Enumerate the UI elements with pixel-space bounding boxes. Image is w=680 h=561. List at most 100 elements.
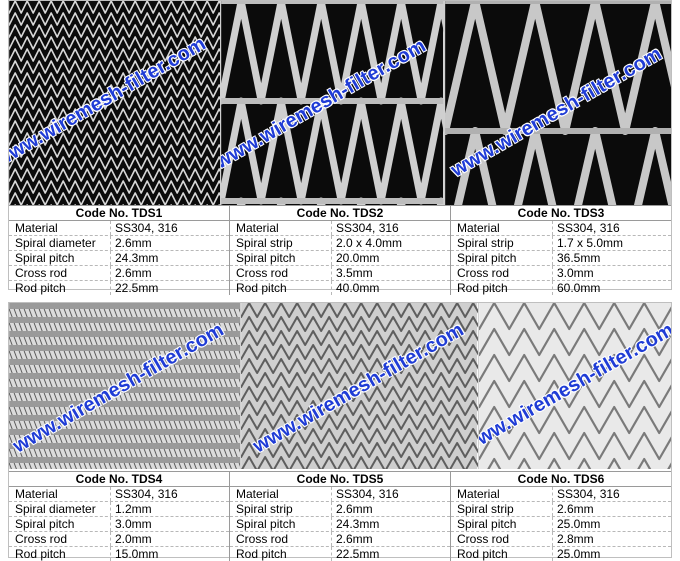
spec-value: SS304, 316 [336, 221, 399, 235]
spec-row: Spiral strip 2.0 x 4.0mm [230, 236, 450, 251]
image-row: www.wiremesh-filter.com www.wiremesh-fil… [9, 303, 671, 469]
spec-label: Rod pitch [230, 547, 332, 561]
spec-row: Material SS304, 316 [451, 221, 671, 236]
spec-row: Spiral pitch 25.0mm [451, 517, 671, 532]
spec-label: Spiral pitch [9, 517, 111, 531]
spec-label: Rod pitch [9, 547, 111, 561]
spec-row: Cross rod 2.6mm [230, 532, 450, 547]
spec-value: 3.5mm [336, 266, 373, 280]
spec-label: Spiral pitch [9, 251, 111, 265]
spec-label: Rod pitch [451, 281, 553, 295]
mesh-image-tds4: www.wiremesh-filter.com [9, 303, 242, 469]
spec-value: 2.0mm [115, 532, 152, 546]
spec-value: 20.0mm [336, 251, 380, 265]
product-code: Code No. TDS4 [9, 472, 230, 486]
spec-row: Rod pitch 15.0mm [9, 547, 229, 561]
mesh-photo-tds5 [241, 303, 478, 469]
spec-row: Rod pitch 22.5mm [9, 281, 229, 295]
product-code: Code No. TDS5 [230, 472, 451, 486]
spec-row: Spiral diameter 1.2mm [9, 502, 229, 517]
spec-label: Spiral pitch [230, 251, 332, 265]
spec-value: 2.6mm [115, 266, 152, 280]
spec-row: Cross rod 2.8mm [451, 532, 671, 547]
spec-label: Material [9, 221, 111, 235]
product-block-bottom: www.wiremesh-filter.com www.wiremesh-fil… [8, 302, 672, 561]
mesh-image-tds2: www.wiremesh-filter.com [221, 1, 445, 205]
spec-value: 2.6mm [115, 236, 152, 250]
spec-label: Material [9, 487, 111, 501]
product-code: Code No. TDS2 [230, 206, 451, 220]
spec-value: 3.0mm [115, 517, 152, 531]
product-code: Code No. TDS6 [517, 472, 605, 486]
spec-row: Spiral strip 2.6mm [230, 502, 450, 517]
spec-column-tds5: Material SS304, 316 Spiral strip 2.6mm Spi… [230, 487, 451, 561]
spec-row: Material SS304, 316 [230, 221, 450, 236]
spec-row: Rod pitch 25.0mm [451, 547, 671, 561]
spec-column-tds6: Material SS304, 316 Spiral strip 2.6mm Spi… [451, 487, 671, 561]
spec-value: 2.6mm [557, 502, 594, 516]
spec-value: 24.3mm [336, 517, 380, 531]
spec-row: Spiral pitch 20.0mm [230, 251, 450, 266]
spec-value: 25.0mm [557, 517, 601, 531]
spec-label: Rod pitch [230, 281, 332, 295]
spec-row: Spiral pitch 24.3mm [9, 251, 229, 266]
spec-table: Material SS304, 316 Spiral diameter 2.6mm … [9, 221, 671, 295]
spec-row: Material SS304, 316 [9, 221, 229, 236]
product-block-top: www.wiremesh-filter.com www.wiremesh-fil… [8, 0, 672, 295]
mesh-image-tds3: www.wiremesh-filter.com [444, 1, 671, 205]
spec-row: Cross rod 2.6mm [9, 266, 229, 281]
spec-value: 3.0mm [557, 266, 594, 280]
spec-label: Material [451, 221, 553, 235]
spec-column-tds1: Material SS304, 316 Spiral diameter 2.6mm … [9, 221, 230, 295]
spec-value: 40.0mm [336, 281, 380, 295]
spec-value: 2.6mm [336, 502, 373, 516]
code-row: Code No. TDS4 Code No. TDS5 Code No. TDS… [9, 471, 671, 487]
mesh-photo-tds1 [9, 1, 221, 205]
spec-value: 2.0 x 4.0mm [336, 236, 403, 250]
spec-column-tds2: Material SS304, 316 Spiral strip 2.0 x 4.0… [230, 221, 451, 295]
spec-label: Material [230, 487, 332, 501]
spec-label: Material [451, 487, 553, 501]
spec-table: Material SS304, 316 Spiral diameter 1.2mm … [9, 487, 671, 561]
spec-row: Rod pitch 40.0mm [230, 281, 450, 295]
spec-label: Rod pitch [9, 281, 111, 295]
image-row: www.wiremesh-filter.com www.wiremesh-fil… [9, 1, 671, 205]
spec-row: Material SS304, 316 [9, 487, 229, 502]
spec-label: Spiral strip [451, 502, 553, 516]
spec-label: Spiral diameter [9, 502, 111, 516]
spec-value: 15.0mm [115, 547, 159, 561]
spec-label: Cross rod [451, 266, 553, 280]
spec-column-tds3: Material SS304, 316 Spiral strip 1.7 x 5.0… [451, 221, 671, 295]
spec-row: Cross rod 3.5mm [230, 266, 450, 281]
code-row: Code No. TDS1 Code No. TDS2 Code No. TDS… [9, 205, 671, 221]
spec-value: 60.0mm [557, 281, 601, 295]
spec-value: SS304, 316 [557, 487, 620, 501]
spec-value: 2.6mm [336, 532, 373, 546]
mesh-image-tds5: www.wiremesh-filter.com [241, 303, 479, 469]
spec-label: Cross rod [230, 532, 332, 546]
mesh-image-tds1: www.wiremesh-filter.com [9, 1, 222, 205]
mesh-photo-tds3 [444, 1, 671, 205]
mesh-image-tds6: www.wiremesh-filter.com [478, 303, 671, 469]
spec-value: SS304, 316 [115, 221, 178, 235]
spec-row: Spiral pitch 24.3mm [230, 517, 450, 532]
spec-value: 22.5mm [336, 547, 380, 561]
spec-row: Rod pitch 22.5mm [230, 547, 450, 561]
spec-value: 1.2mm [115, 502, 152, 516]
spec-label: Cross rod [230, 266, 332, 280]
spec-value: 36.5mm [557, 251, 601, 265]
spec-row: Rod pitch 60.0mm [451, 281, 671, 295]
product-code: Code No. TDS1 [9, 206, 230, 220]
spec-label: Spiral pitch [230, 517, 332, 531]
product-code: Code No. TDS3 [517, 206, 605, 220]
spec-label: Spiral pitch [451, 517, 553, 531]
spec-label: Cross rod [9, 532, 111, 546]
spec-label: Cross rod [451, 532, 553, 546]
spec-label: Spiral strip [230, 502, 332, 516]
spec-label: Material [230, 221, 332, 235]
spec-value: 24.3mm [115, 251, 159, 265]
spec-label: Cross rod [9, 266, 111, 280]
spec-row: Spiral pitch 3.0mm [9, 517, 229, 532]
spec-value: 2.8mm [557, 532, 594, 546]
spec-value: SS304, 316 [336, 487, 399, 501]
